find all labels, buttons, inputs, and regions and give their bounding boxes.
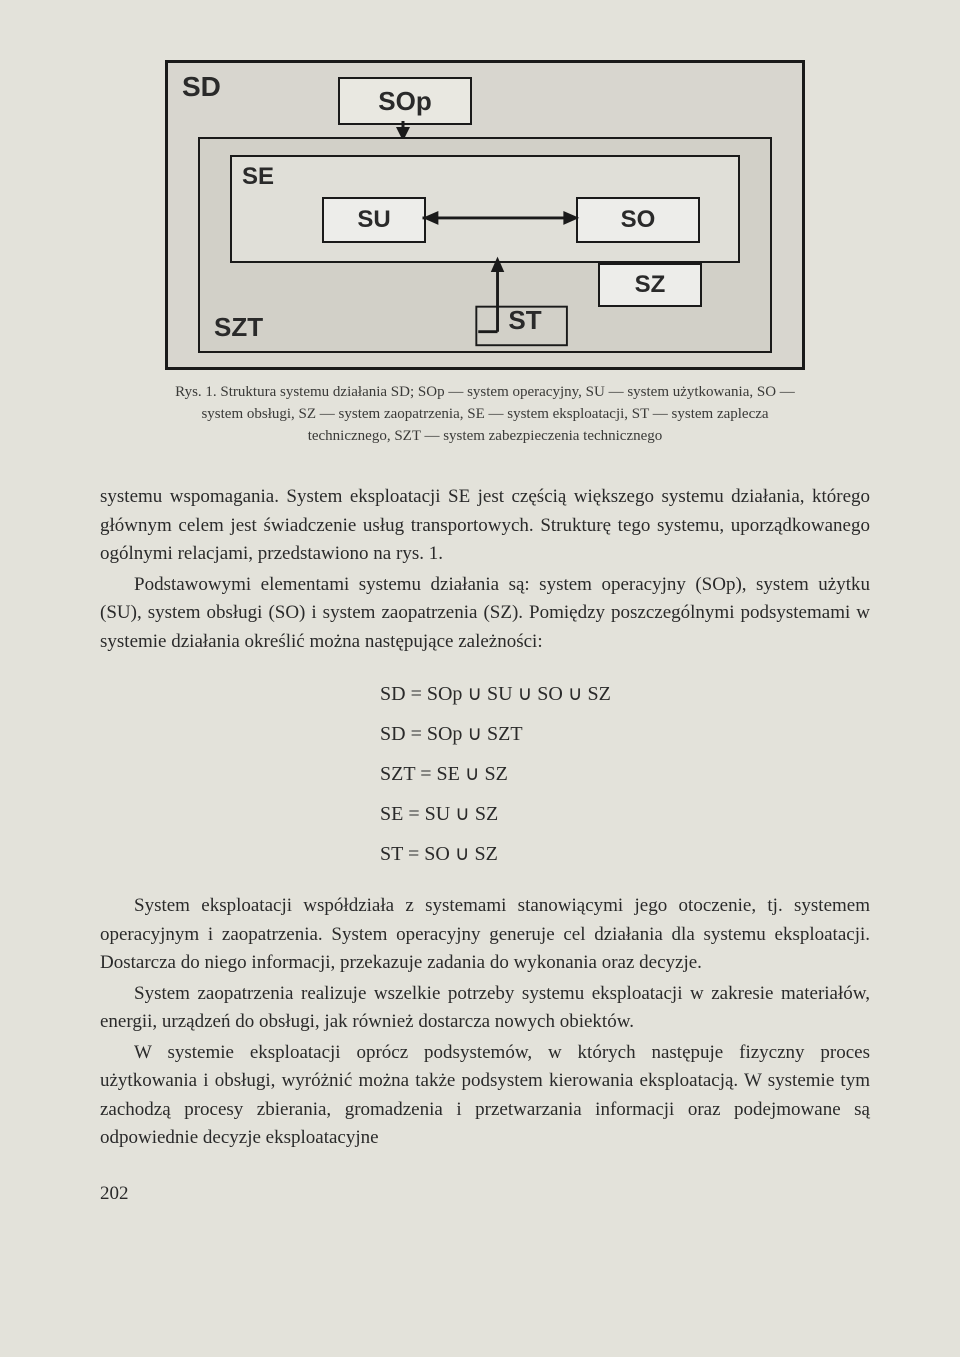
se-label: SE: [242, 163, 274, 191]
st-label: ST: [480, 299, 570, 341]
paragraph-3: System eksploatacji współdziała z system…: [100, 892, 870, 978]
equation-4: SE = SU ∪ SZ: [380, 794, 870, 834]
diagram-sd-box: SD SOp SZT SE SU SO: [165, 60, 805, 370]
paragraph-2: Podstawowymi elementami systemu działani…: [100, 571, 870, 657]
figure-caption: Rys. 1. Struktura systemu działania SD; …: [175, 382, 795, 447]
so-box: SO: [576, 197, 700, 243]
su-box: SU: [322, 197, 426, 243]
page-container: SD SOp SZT SE SU SO: [0, 0, 960, 1255]
paragraph-5: W systemie eksploatacji oprócz podsystem…: [100, 1039, 870, 1153]
body-text: systemu wspomagania. System eksploatacji…: [100, 483, 870, 1153]
sd-label: SD: [182, 71, 221, 103]
equation-block: SD = SOp ∪ SU ∪ SO ∪ SZ SD = SOp ∪ SZT S…: [100, 674, 870, 874]
figure-1: SD SOp SZT SE SU SO: [165, 60, 805, 447]
paragraph-4: System zaopatrzenia realizuje wszelkie p…: [100, 980, 870, 1037]
szt-box: SZT SE SU SO SZ ST: [198, 137, 772, 353]
page-number: 202: [100, 1183, 870, 1205]
equation-3: SZT = SE ∪ SZ: [380, 754, 870, 794]
equation-1: SD = SOp ∪ SU ∪ SO ∪ SZ: [380, 674, 870, 714]
equation-2: SD = SOp ∪ SZT: [380, 714, 870, 754]
sop-box: SOp: [338, 77, 472, 125]
equation-5: ST = SO ∪ SZ: [380, 834, 870, 874]
szt-label: SZT: [214, 312, 263, 343]
sz-box: SZ: [598, 263, 702, 307]
caption-text: Struktura systemu działania SD; SOp — sy…: [201, 384, 794, 444]
se-box: SE SU SO: [230, 155, 740, 263]
paragraph-1: systemu wspomagania. System eksploatacji…: [100, 483, 870, 569]
caption-prefix: Rys. 1.: [175, 384, 217, 400]
